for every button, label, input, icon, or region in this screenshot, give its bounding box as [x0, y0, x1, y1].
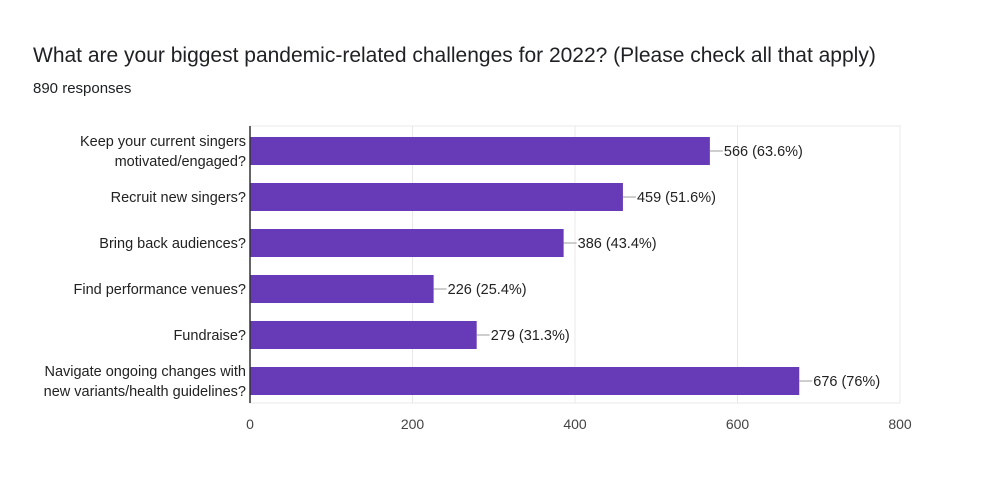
x-tick-label: 0	[246, 416, 254, 432]
category-label: Keep your current singers	[80, 134, 246, 150]
x-tick-label: 600	[726, 416, 750, 432]
data-label: 676 (76%)	[813, 374, 880, 390]
category-label: Navigate ongoing changes with	[44, 364, 246, 380]
x-tick-label: 800	[888, 416, 912, 432]
x-tick-label: 400	[563, 416, 587, 432]
category-label: Find performance venues?	[74, 282, 247, 298]
x-tick-label: 200	[401, 416, 425, 432]
category-label: Recruit new singers?	[111, 190, 246, 206]
response-count: 890 responses	[33, 80, 132, 97]
category-label: new variants/health guidelines?	[44, 384, 246, 400]
category-label: Fundraise?	[173, 328, 246, 344]
data-label: 566 (63.6%)	[724, 144, 803, 160]
bar	[250, 183, 623, 211]
bar	[250, 321, 477, 349]
category-label: Bring back audiences?	[99, 236, 246, 252]
data-label: 226 (25.4%)	[448, 282, 527, 298]
chart-title: What are your biggest pandemic-related c…	[33, 44, 876, 67]
data-label: 386 (43.4%)	[578, 236, 657, 252]
data-label: 459 (51.6%)	[637, 190, 716, 206]
data-label: 279 (31.3%)	[491, 328, 570, 344]
category-label: motivated/engaged?	[115, 154, 246, 170]
bar	[250, 229, 564, 257]
bar	[250, 367, 800, 395]
bar	[250, 275, 434, 303]
bar	[250, 137, 710, 165]
